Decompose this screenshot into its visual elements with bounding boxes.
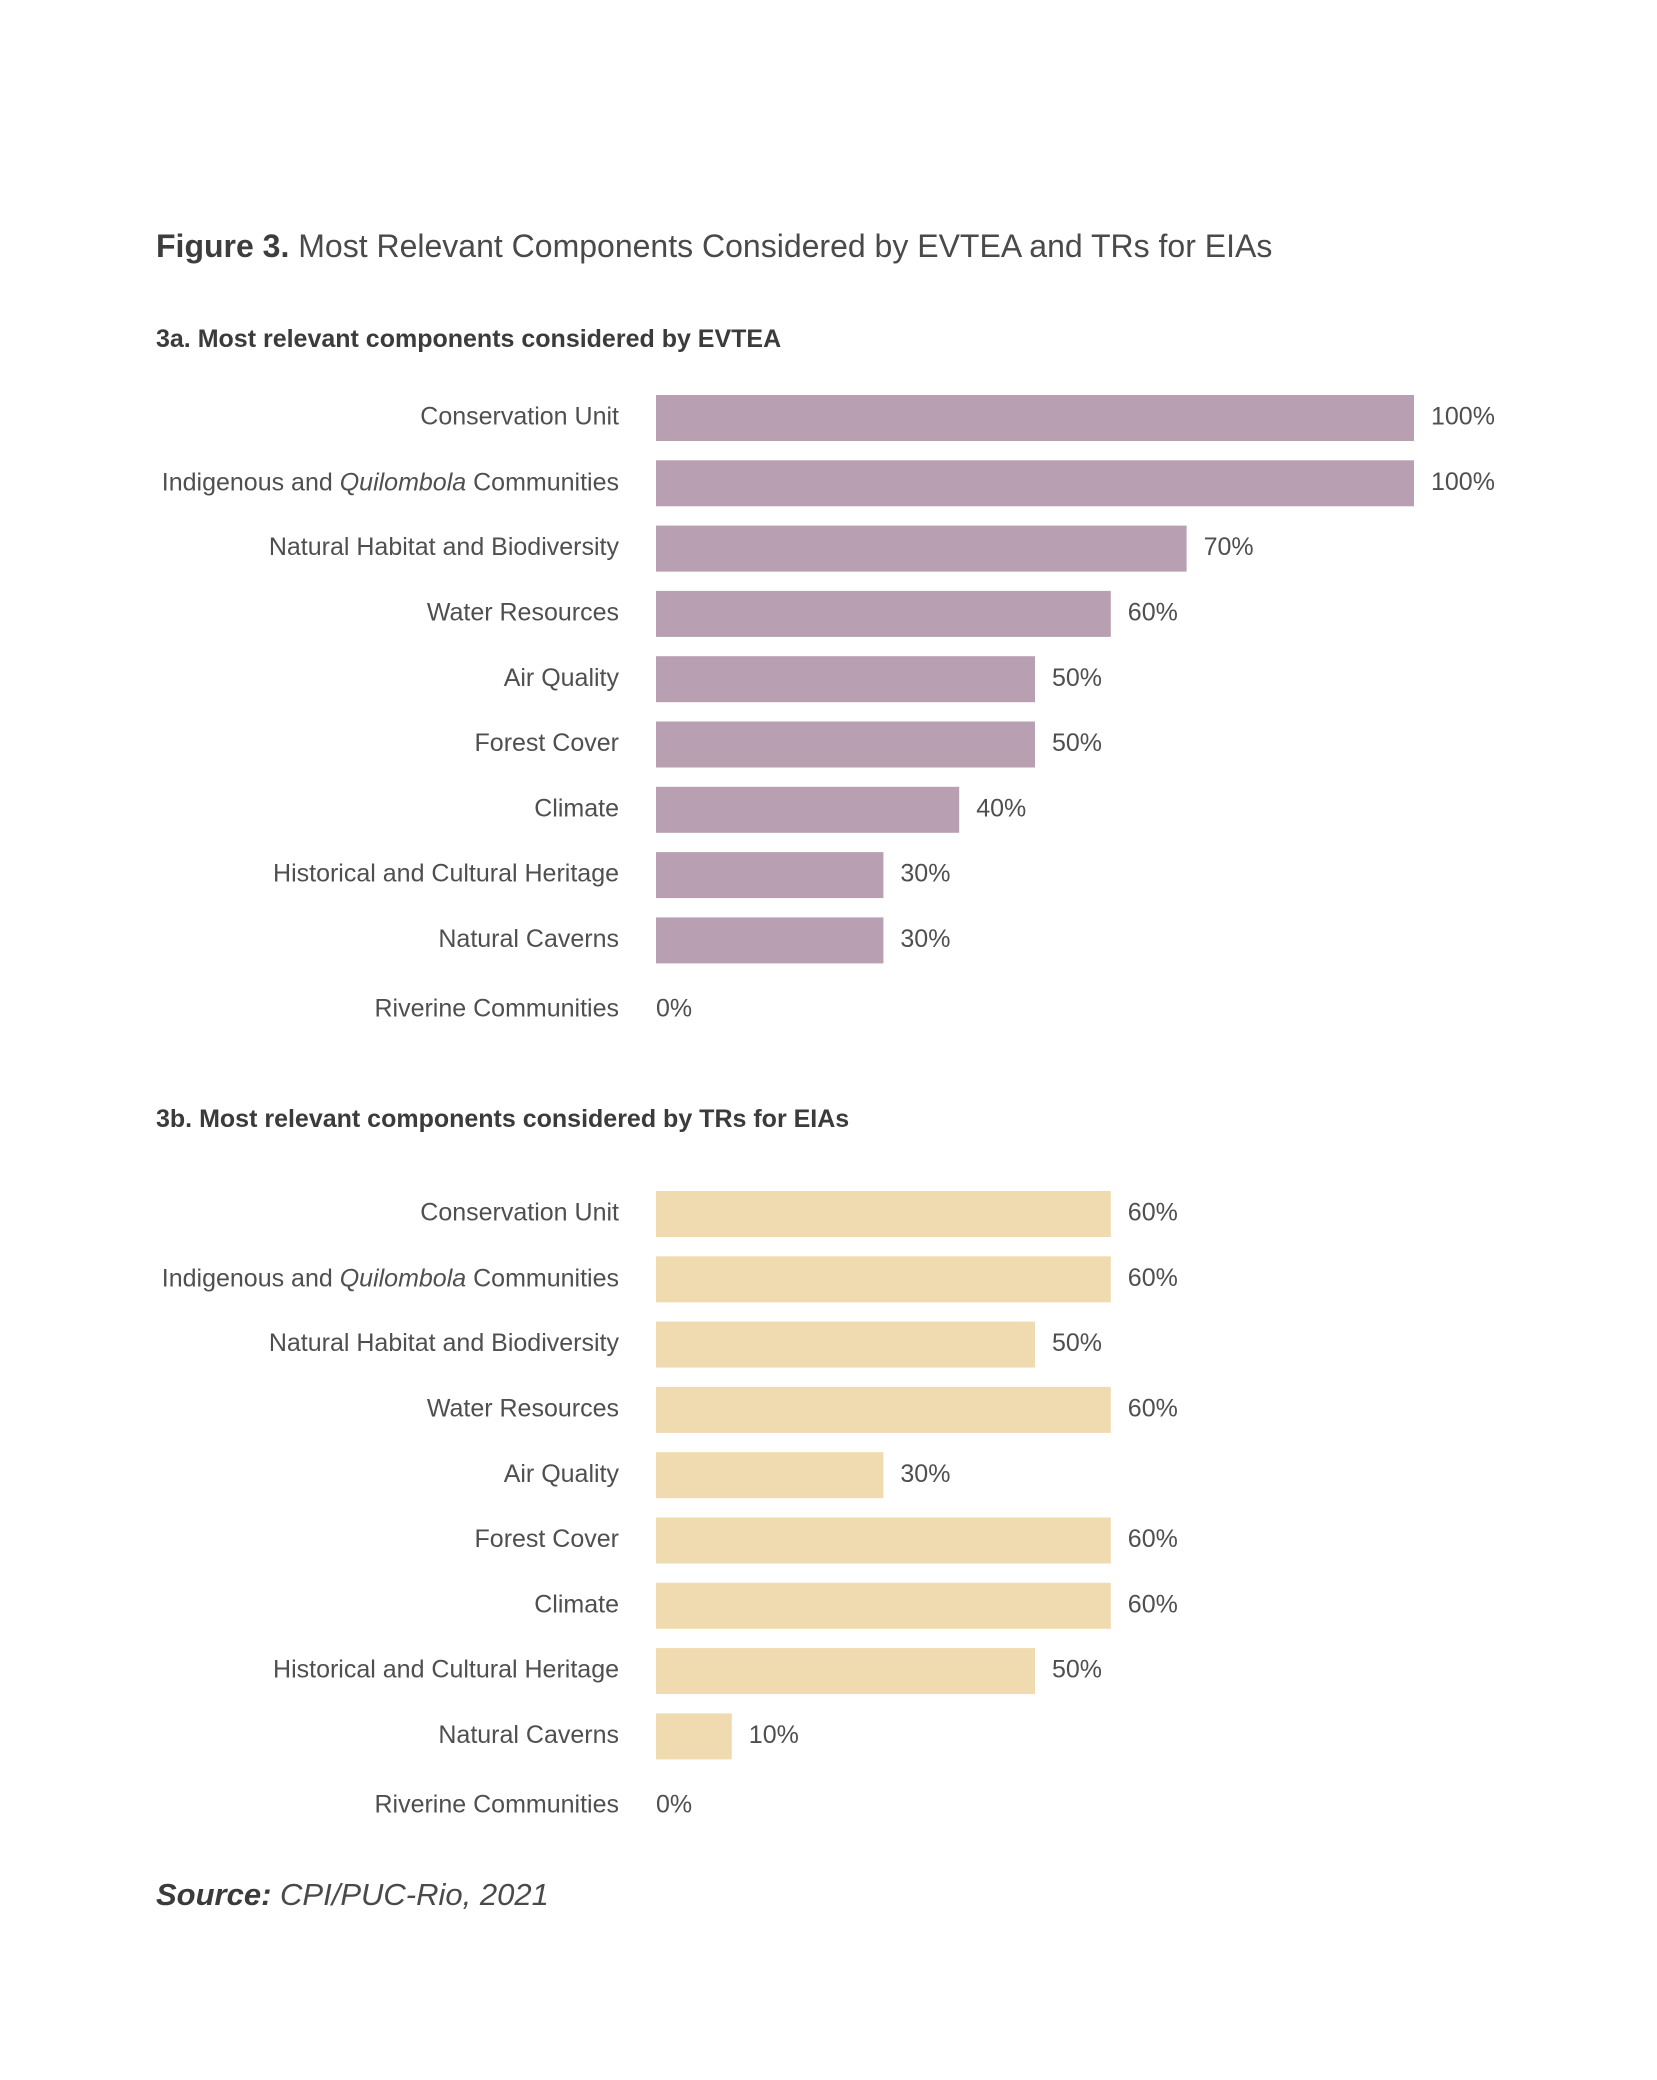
bar: [656, 917, 884, 964]
bar: [656, 721, 1035, 768]
bar: [656, 1256, 1111, 1303]
category-label: Riverine Communities: [374, 994, 619, 1022]
category-label: Indigenous and Quilombola Communities: [162, 1264, 619, 1292]
source-note: Source: CPI/PUC-Rio, 2021: [156, 1876, 549, 1914]
bar: [656, 395, 1414, 441]
value-label: 60%: [1128, 1199, 1178, 1227]
bar: [656, 1191, 1111, 1237]
value-label: 10%: [749, 1721, 799, 1749]
figure-title: Figure 3. Most Relevant Components Consi…: [156, 226, 1272, 266]
value-label: 0%: [656, 994, 692, 1022]
bar: [656, 1582, 1111, 1629]
figure-title-text: Most Relevant Components Considered by E…: [298, 228, 1273, 264]
bar: [656, 1386, 1111, 1433]
category-label: Riverine Communities: [374, 1790, 619, 1818]
value-label: 100%: [1431, 468, 1495, 496]
category-label: Historical and Cultural Heritage: [273, 1656, 619, 1684]
value-label: 30%: [900, 860, 950, 888]
source-label: Source:: [156, 1877, 272, 1912]
value-label: 100%: [1431, 403, 1495, 431]
value-label: 60%: [1128, 1264, 1178, 1292]
category-label: Natural Habitat and Biodiversity: [269, 1329, 620, 1357]
category-label: Natural Habitat and Biodiversity: [269, 533, 620, 561]
figure-number: Figure 3.: [156, 228, 290, 264]
value-label: 50%: [1052, 1656, 1102, 1684]
category-label: Climate: [534, 794, 619, 822]
value-label: 0%: [656, 1790, 692, 1818]
source-text: CPI/PUC-Rio, 2021: [280, 1877, 549, 1912]
value-label: 60%: [1128, 1525, 1178, 1553]
category-label: Climate: [534, 1590, 619, 1618]
value-label: 50%: [1052, 729, 1102, 757]
value-label: 70%: [1204, 533, 1254, 561]
bar: [656, 1321, 1035, 1368]
bar: [656, 1713, 732, 1760]
category-label: Forest Cover: [475, 1525, 619, 1553]
bar: [656, 786, 960, 833]
chart-b: Conservation Unit 60% Indigenous and Quilo…: [162, 1191, 1178, 1818]
category-label: Historical and Cultural Heritage: [273, 860, 619, 888]
bar: [656, 1648, 1035, 1695]
value-label: 50%: [1052, 1329, 1102, 1357]
category-label: Natural Caverns: [438, 925, 619, 953]
category-label: Water Resources: [427, 1395, 619, 1423]
bar: [656, 525, 1187, 572]
value-label: 50%: [1052, 664, 1102, 692]
category-label: Indigenous and Quilombola Communities: [162, 468, 619, 496]
bar: [656, 460, 1414, 507]
chart-a: Conservation Unit 100% Indigenous and Quil…: [162, 395, 1495, 1022]
bar: [656, 656, 1035, 703]
value-label: 30%: [900, 925, 950, 953]
value-label: 60%: [1128, 1395, 1178, 1423]
bar: [656, 1452, 884, 1499]
chart-a-title: 3a. Most relevant components considered …: [156, 325, 782, 353]
value-label: 30%: [900, 1460, 950, 1488]
category-label: Conservation Unit: [420, 1199, 619, 1227]
category-label: Conservation Unit: [420, 403, 619, 431]
value-label: 60%: [1128, 599, 1178, 627]
value-label: 40%: [976, 794, 1026, 822]
category-label: Forest Cover: [475, 729, 619, 757]
category-label: Air Quality: [504, 1460, 620, 1488]
value-label: 60%: [1128, 1590, 1178, 1618]
bar: [656, 852, 884, 899]
category-label: Water Resources: [427, 599, 619, 627]
bar: [656, 1517, 1111, 1564]
chart-b-title: 3b. Most relevant components considered …: [156, 1105, 850, 1133]
category-label: Air Quality: [504, 664, 620, 692]
bar: [656, 590, 1111, 637]
category-label: Natural Caverns: [438, 1721, 619, 1749]
